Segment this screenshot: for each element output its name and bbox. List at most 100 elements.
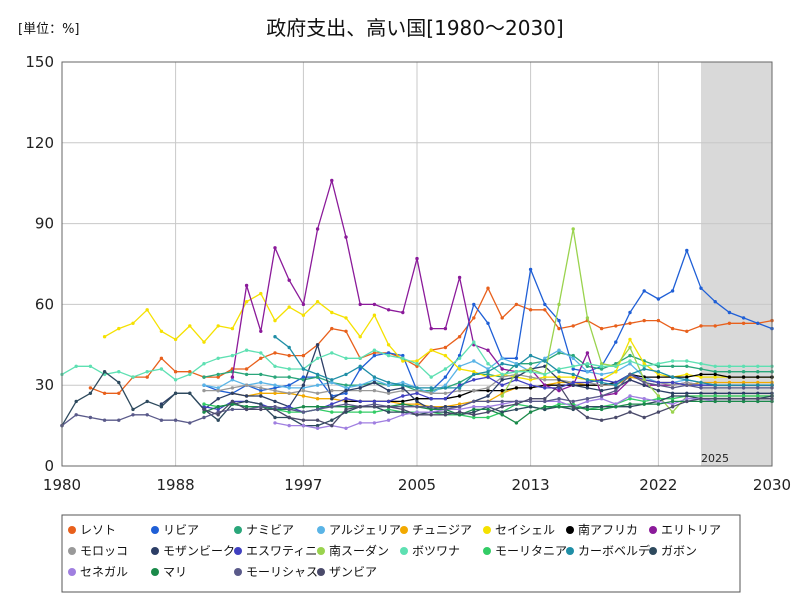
data-point [415, 362, 419, 366]
legend-marker [483, 547, 491, 555]
data-point [173, 418, 178, 422]
data-point [102, 335, 107, 339]
data-point [145, 370, 149, 374]
data-point [486, 386, 490, 390]
data-point [500, 316, 504, 320]
data-point [188, 324, 192, 328]
data-point [599, 367, 604, 371]
data-point [216, 418, 220, 422]
data-point [216, 405, 220, 409]
legend-label: ナミビア [246, 523, 294, 537]
data-point [614, 370, 618, 374]
data-point [656, 297, 661, 301]
legend-item: モーリタニア [483, 544, 567, 558]
legend-label: 南スーダン [329, 543, 389, 558]
data-point [330, 410, 334, 414]
data-point [741, 386, 746, 390]
data-point [585, 386, 590, 390]
data-point [585, 362, 590, 366]
data-point [131, 407, 135, 412]
data-point [216, 356, 220, 360]
data-point [74, 364, 78, 368]
x-tick-label: 2022 [639, 476, 677, 494]
data-point [727, 364, 732, 368]
data-point [457, 402, 462, 406]
data-point [642, 397, 646, 401]
data-point [443, 367, 448, 371]
legend-item: ボツワナ [400, 544, 460, 558]
legend-label: エリトリア [661, 523, 721, 537]
data-point [457, 380, 462, 385]
data-point [259, 372, 263, 377]
data-point [727, 321, 732, 325]
data-point [259, 405, 263, 409]
x-tick-label: 2013 [512, 476, 550, 494]
data-point [585, 397, 590, 401]
data-point [358, 410, 362, 414]
data-point [287, 407, 291, 412]
data-point [88, 364, 93, 368]
data-point [159, 418, 164, 422]
data-point [472, 378, 476, 382]
data-point [344, 407, 348, 412]
data-point [202, 415, 206, 420]
data-point [273, 415, 277, 420]
data-point [315, 372, 320, 377]
data-point [273, 351, 277, 355]
data-point [500, 362, 504, 366]
data-point [330, 423, 334, 428]
data-point [443, 353, 448, 358]
data-point [202, 362, 206, 366]
data-point [358, 364, 362, 368]
data-point [216, 397, 220, 401]
data-point [741, 397, 746, 401]
data-point [571, 399, 575, 404]
data-point [358, 302, 362, 307]
data-point [230, 391, 235, 395]
data-point [273, 421, 277, 425]
data-point [741, 321, 746, 325]
data-point [117, 370, 121, 374]
data-point [202, 340, 206, 344]
data-point [699, 386, 703, 390]
data-point [670, 383, 675, 387]
data-point [670, 380, 675, 385]
legend-item: チュニジア [400, 523, 472, 537]
data-point [344, 405, 348, 409]
data-point [117, 391, 121, 395]
data-point [457, 405, 462, 409]
data-point [727, 310, 732, 315]
data-point [386, 383, 391, 387]
legend-items: レソト リビア ナミビア アルジェリア チュニジア セイシェル 南アフリカ エリトリアモロッコ… [68, 522, 721, 579]
data-point [685, 397, 689, 401]
data-point [685, 383, 689, 387]
data-point [543, 407, 547, 412]
data-point [358, 399, 362, 404]
data-point [699, 380, 703, 385]
legend-item: セイシェル [483, 523, 555, 537]
data-point [230, 353, 235, 358]
data-point [429, 397, 433, 401]
data-point [287, 383, 291, 387]
data-point [188, 372, 192, 377]
data-point [585, 380, 590, 385]
legend-item: カーボベルデ [566, 543, 650, 558]
data-point [500, 388, 504, 393]
data-point [344, 388, 348, 393]
data-point [599, 388, 604, 393]
data-point [741, 383, 746, 387]
data-point [372, 302, 377, 307]
data-point [131, 375, 135, 379]
data-point [571, 375, 575, 379]
legend-label: チュニジア [412, 523, 472, 537]
data-point [287, 405, 291, 409]
data-point [727, 370, 732, 374]
data-point [188, 370, 192, 374]
data-point [741, 391, 746, 395]
data-point [500, 399, 504, 404]
y-tick-label: 60 [35, 295, 54, 313]
data-point [685, 329, 689, 333]
data-point [628, 353, 632, 358]
data-point [429, 391, 433, 395]
data-point [415, 413, 419, 417]
